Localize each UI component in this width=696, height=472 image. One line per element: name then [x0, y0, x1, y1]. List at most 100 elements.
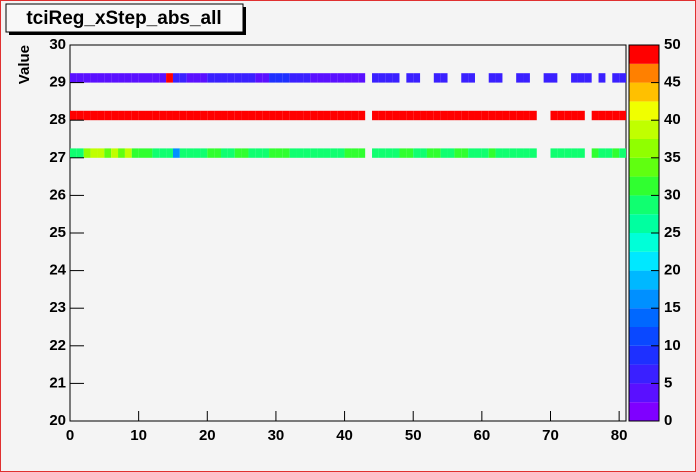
cell: [550, 110, 558, 121]
cell: [372, 73, 379, 83]
cell: [495, 148, 503, 158]
cell: [124, 110, 132, 121]
y-tick-label: 29: [49, 74, 66, 91]
cell: [523, 73, 530, 83]
colorbar-swatch: [629, 345, 659, 365]
cell: [282, 148, 290, 158]
cell: [262, 73, 270, 83]
y-tick-label: 23: [49, 299, 66, 316]
cell: [303, 110, 311, 121]
cell: [523, 110, 530, 121]
cell: [200, 110, 208, 121]
colorbar-swatch: [629, 251, 659, 271]
z-tick-label: 35: [664, 149, 681, 166]
cell: [118, 148, 125, 158]
cell: [557, 148, 565, 158]
cell: [440, 148, 448, 158]
cell: [392, 73, 400, 83]
cell: [131, 148, 139, 158]
cell: [619, 148, 626, 158]
cell: [255, 73, 263, 83]
cell: [131, 73, 139, 83]
colorbar-swatch: [629, 101, 659, 121]
cell: [138, 73, 146, 83]
cell: [584, 73, 592, 83]
cell: [413, 148, 421, 158]
cell: [104, 110, 112, 121]
cell: [241, 73, 249, 83]
cell: [495, 110, 503, 121]
cell: [70, 148, 77, 158]
cell: [159, 110, 167, 121]
cell: [447, 148, 455, 158]
cell: [234, 148, 242, 158]
cell: [358, 73, 366, 83]
cell: [296, 73, 304, 83]
chart-title: tciReg_xStep_abs_all: [26, 8, 221, 29]
cell: [296, 148, 304, 158]
cell: [323, 148, 331, 158]
y-tick-label: 27: [49, 149, 66, 166]
cell: [221, 110, 228, 121]
cell: [406, 110, 414, 121]
cell: [166, 148, 173, 158]
cell: [488, 148, 496, 158]
colorbar-swatch: [629, 289, 659, 309]
cell: [413, 73, 421, 83]
cell: [241, 148, 249, 158]
y-tick-label: 25: [49, 224, 66, 241]
cell: [124, 148, 132, 158]
cell: [413, 110, 421, 121]
cell: [474, 148, 482, 158]
cell: [118, 73, 125, 83]
y-tick-label: 28: [49, 111, 66, 128]
cell: [76, 73, 84, 83]
cell: [337, 148, 345, 158]
cell: [186, 148, 194, 158]
frame: [69, 44, 627, 422]
cell: [550, 73, 558, 83]
cell: [509, 148, 517, 158]
cell: [111, 148, 119, 158]
cell: [303, 73, 311, 83]
cell: [111, 73, 119, 83]
cell: [269, 148, 276, 158]
cell: [385, 73, 393, 83]
cell: [426, 148, 434, 158]
cell: [241, 110, 249, 121]
cell: [571, 73, 578, 83]
cell: [474, 110, 482, 121]
cell: [152, 148, 160, 158]
cell: [612, 110, 620, 121]
cell: [529, 110, 537, 121]
cell: [289, 110, 297, 121]
cell: [571, 110, 578, 121]
cell: [529, 148, 537, 158]
z-tick-label: 40: [664, 111, 681, 128]
cell: [468, 73, 475, 83]
cell: [509, 110, 517, 121]
cell: [351, 148, 359, 158]
colorbar-swatch: [629, 82, 659, 102]
cell: [433, 148, 441, 158]
cell: [420, 148, 427, 158]
y-tick-label: 26: [49, 186, 66, 203]
cell: [502, 110, 510, 121]
cell: [330, 148, 338, 158]
cell: [605, 148, 613, 158]
colorbar-swatch: [629, 63, 659, 83]
colorbar-swatch: [629, 402, 659, 421]
z-tick-label: 45: [664, 74, 681, 91]
x-tick-label: 60: [474, 427, 491, 444]
cell: [152, 110, 160, 121]
cell: [97, 148, 105, 158]
colorbar-swatch: [629, 45, 659, 64]
cell: [351, 110, 359, 121]
colorbar-swatch: [629, 364, 659, 384]
cell: [179, 148, 187, 158]
cell: [172, 73, 180, 83]
cell: [124, 73, 132, 83]
cell: [337, 110, 345, 121]
y-tick-label: 24: [49, 262, 66, 279]
cell: [564, 148, 572, 158]
